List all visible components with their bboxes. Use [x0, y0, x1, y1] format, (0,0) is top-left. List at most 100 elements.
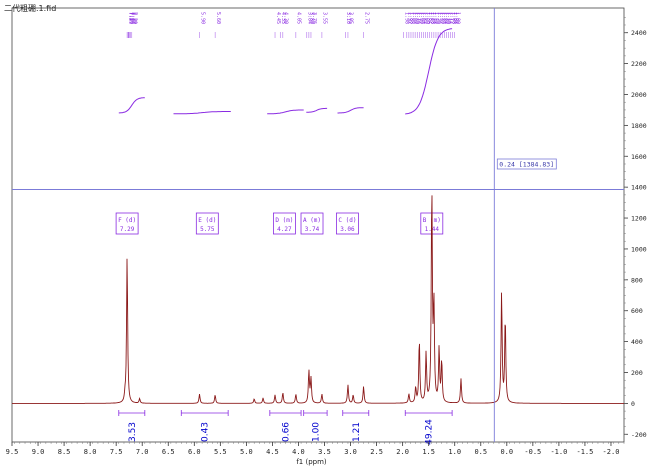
- y-tick-label: 600: [631, 307, 643, 315]
- peak-label: 3.76: [311, 12, 317, 24]
- integral-curve: [405, 28, 453, 115]
- x-tick-label: 6.0: [188, 448, 201, 456]
- integral-value: 1.21: [352, 422, 362, 442]
- peak-label: 1.40: [434, 12, 440, 24]
- peak-label: 1.04: [452, 12, 458, 24]
- peak-label: 4.05: [296, 12, 302, 24]
- x-tick-label: 8.5: [58, 448, 71, 456]
- peak-label: 3.84: [307, 12, 313, 24]
- multiplet-id: A (m): [303, 217, 321, 224]
- x-tick-label: 3.5: [318, 448, 331, 456]
- peak-label: 1.98: [403, 12, 409, 24]
- peak-label: 1.32: [438, 12, 444, 24]
- crosshair-cursor-group: 0.24 [1384.83]: [12, 8, 624, 442]
- peak-label: 7.20: [132, 12, 138, 24]
- peak-label: 1.64: [421, 12, 427, 24]
- y-tick-label: 2400: [631, 29, 647, 37]
- multiplet-box-group: F (d) 7.29 E (d) 5.75 D (m) 4.27 A (m) 3.74 C (d…: [115, 212, 444, 235]
- x-tick-label: 4.0: [292, 448, 305, 456]
- y-tick-label: 1000: [631, 245, 647, 253]
- multiplet-box: [115, 212, 139, 235]
- integral-curve: [118, 97, 145, 114]
- multiplet-shift: 3.06: [340, 226, 355, 233]
- multiplet-shift: 7.29: [120, 226, 135, 233]
- peak-label: 7.29: [127, 12, 133, 24]
- peak-label: 1.00: [455, 12, 461, 24]
- spectrum-trace-group: [12, 195, 624, 404]
- integral-curve: [173, 111, 231, 115]
- file-title: 二代粗硼.1.fid: [4, 4, 57, 13]
- peak-label: 5.60: [215, 12, 221, 24]
- multiplet-id: F (d): [118, 217, 136, 224]
- integral-value: 1.00: [311, 422, 321, 442]
- peak-label: 1.72: [417, 12, 423, 24]
- y-tick-label: -200: [631, 431, 647, 439]
- multiplet-id: D (m): [275, 217, 293, 224]
- peak-label: 4.35: [280, 12, 286, 24]
- peak-label: 7.26: [128, 12, 134, 24]
- peak-label: 1.88: [409, 12, 415, 24]
- x-tick-label: 6.5: [162, 448, 175, 456]
- integral-value: 49.24: [425, 419, 435, 445]
- x-tick-label: 1.0: [448, 448, 461, 456]
- multiplet-shift: 5.75: [200, 226, 215, 233]
- x-tick-label: -1.0: [550, 448, 567, 456]
- x-tick-label: 1.5: [422, 448, 435, 456]
- multiplet-shift: 3.74: [305, 226, 320, 233]
- peak-label: 1.92: [407, 12, 413, 24]
- y-tick-label: 2200: [631, 60, 647, 68]
- x-tick-label: 0.5: [474, 448, 487, 456]
- integral-curve-group: [118, 28, 453, 115]
- y-tick-label: 0: [631, 400, 635, 408]
- x-tick-label: 3.0: [344, 448, 357, 456]
- multiplet-id: E (d): [198, 217, 216, 224]
- multiplet-box: [300, 212, 324, 235]
- x-tick-label: 9.0: [32, 448, 45, 456]
- x-tick-label: -1.5: [577, 448, 594, 456]
- peak-label-group: 7.297.277.267.247.227.20 5.90 5.60 4.45 4.35…: [127, 12, 461, 38]
- x-tick-label: 9.5: [6, 448, 19, 456]
- multiplet-box: [195, 212, 219, 235]
- spectrum-line: [12, 195, 624, 404]
- x-tick-label: -0.5: [524, 448, 541, 456]
- cursor-readout-box: [496, 158, 557, 170]
- y-tick-label: 1800: [631, 122, 647, 130]
- integral-curve: [267, 109, 304, 115]
- peak-label: 3.80: [309, 12, 315, 24]
- x-tick-label: 5.5: [214, 448, 227, 456]
- x-tick-label: 0.0: [500, 448, 513, 456]
- y-tick-label: 2000: [631, 91, 647, 99]
- peak-label: 4.30: [283, 12, 289, 24]
- peak-label: 1.52: [427, 12, 433, 24]
- peak-label: 7.24: [130, 12, 136, 24]
- peak-label: 2.75: [363, 12, 369, 24]
- peak-label: 5.90: [199, 12, 205, 24]
- plot-border: [11, 7, 625, 443]
- peak-label: 1.12: [448, 12, 454, 24]
- peak-label: 7.22: [131, 12, 137, 24]
- multiplet-shift: 4.27: [277, 226, 292, 233]
- integral-region-group: 3.53 0.43 0.66 1.00 1.21 49.24: [118, 410, 453, 445]
- peak-label: 1.44: [432, 12, 438, 24]
- peak-label: 1.16: [446, 12, 452, 24]
- x-tick-label: 7.0: [136, 448, 149, 456]
- peak-label: 1.20: [444, 12, 450, 24]
- y-tick-label: 800: [631, 276, 643, 284]
- y-tick-label: 200: [631, 369, 643, 377]
- peak-label: 1.60: [423, 12, 429, 24]
- integral-curve: [306, 107, 328, 113]
- peak-label: 3.55: [322, 12, 328, 24]
- peak-label: 3.05: [348, 12, 354, 24]
- multiplet-box: [273, 212, 296, 235]
- y-tick-label: 1400: [631, 184, 647, 192]
- plot-frame: [11, 7, 625, 443]
- axes-group: 9.5 9.0 8.5 8.0 7.5 7.0 6.5 6.0 5.5 5.0 4.5 4.0 3.5 3…: [6, 17, 647, 466]
- y-tick-label: 1600: [631, 153, 647, 161]
- x-tick-label: 2.5: [370, 448, 383, 456]
- integral-value: 0.66: [281, 422, 291, 442]
- integral-curve: [337, 107, 364, 114]
- peak-label: 4.45: [275, 12, 281, 24]
- cursor-readout: 0.24 [1384.83]: [499, 161, 554, 169]
- peak-label: 1.84: [411, 12, 417, 24]
